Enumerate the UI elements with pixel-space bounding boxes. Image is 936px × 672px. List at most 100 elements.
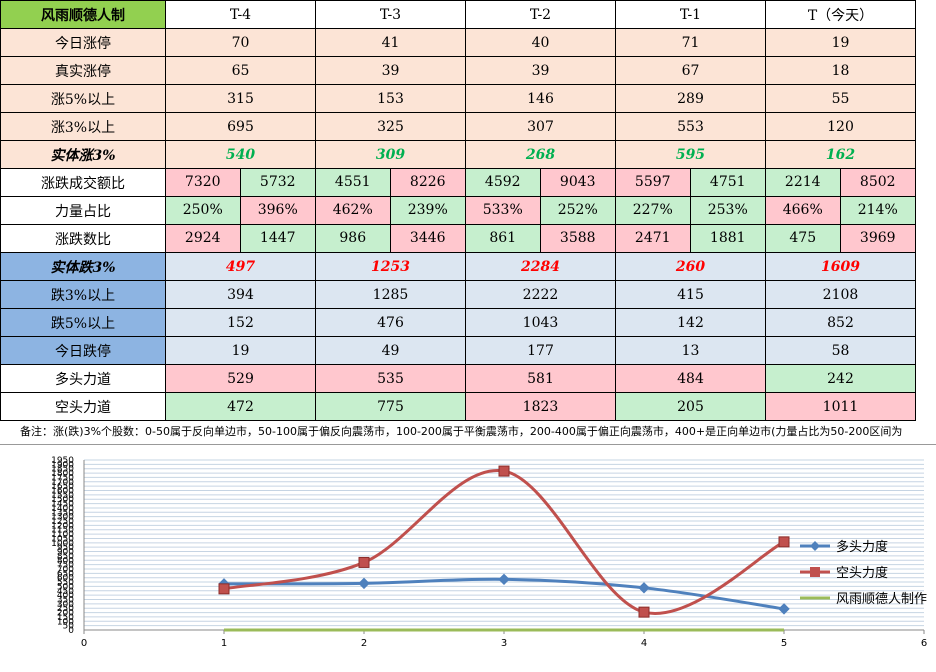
table-cell[interactable]: 4551 8226 (315, 168, 466, 197)
table-cell[interactable]: 2924 1447 (165, 224, 316, 253)
row-label[interactable]: 空头力道 (0, 392, 166, 421)
table-cell[interactable]: 462% 239% (315, 196, 466, 225)
table-cell[interactable]: 162 (765, 140, 916, 169)
cell-value: 986 (316, 225, 391, 252)
table-cell[interactable]: 227% 253% (615, 196, 766, 225)
cell-value: 396% (240, 197, 315, 224)
data-point (358, 556, 370, 568)
row-label[interactable]: 实体跌3% (0, 252, 166, 281)
row-label[interactable]: 真实涨停 (0, 56, 166, 85)
column-header[interactable]: T-4 (165, 0, 316, 29)
table-cell[interactable]: 540 (165, 140, 316, 169)
table-cell[interactable]: 7320 5732 (165, 168, 316, 197)
table-cell[interactable]: 205 (615, 392, 766, 421)
table-cell[interactable]: 475 3969 (765, 224, 916, 253)
table-row: 力量占比 250% 396% 462% 239% 533% 252% 227% 253%… (0, 196, 916, 225)
table-cell[interactable]: 307 (465, 112, 616, 141)
table-cell[interactable]: 177 (465, 336, 616, 365)
table-cell[interactable]: 1011 (765, 392, 916, 421)
y-tick-label: 1100 (51, 530, 74, 540)
table-cell[interactable]: 852 (765, 308, 916, 337)
table-cell[interactable]: 1609 (765, 252, 916, 281)
row-label[interactable]: 实体涨3% (0, 140, 166, 169)
row-label[interactable]: 今日跌停 (0, 336, 166, 365)
table-cell[interactable]: 2214 8502 (765, 168, 916, 197)
table-cell[interactable]: 415 (615, 280, 766, 309)
row-label[interactable]: 跌3%以上 (0, 280, 166, 309)
table-cell[interactable]: 41 (315, 28, 466, 57)
table-cell[interactable]: 153 (315, 84, 466, 113)
row-label[interactable]: 跌5%以上 (0, 308, 166, 337)
table-cell[interactable]: 152 (165, 308, 316, 337)
data-point (638, 606, 650, 618)
table-cell[interactable]: 13 (615, 336, 766, 365)
table-cell[interactable]: 581 (465, 364, 616, 393)
row-label[interactable]: 涨跌数比 (0, 224, 166, 253)
row-label[interactable]: 今日涨停 (0, 28, 166, 57)
table-cell[interactable]: 4592 9043 (465, 168, 616, 197)
table-cell[interactable]: 49 (315, 336, 466, 365)
table-cell[interactable]: 476 (315, 308, 466, 337)
table-cell[interactable]: 39 (465, 56, 616, 85)
row-label[interactable]: 涨3%以上 (0, 112, 166, 141)
table-cell[interactable]: 2471 1881 (615, 224, 766, 253)
table-cell[interactable]: 40 (465, 28, 616, 57)
table-cell[interactable]: 19 (165, 336, 316, 365)
table-cell[interactable]: 484 (615, 364, 766, 393)
y-tick-label: 1200 (51, 521, 74, 531)
table-cell[interactable]: 142 (615, 308, 766, 337)
table-cell[interactable]: 5597 4751 (615, 168, 766, 197)
table-cell[interactable]: 1253 (315, 252, 466, 281)
table-cell[interactable]: 529 (165, 364, 316, 393)
table-cell[interactable]: 120 (765, 112, 916, 141)
y-tick-label: 1500 (51, 495, 74, 505)
table-cell[interactable]: 242 (765, 364, 916, 393)
table-cell[interactable]: 71 (615, 28, 766, 57)
table-cell[interactable]: 65 (165, 56, 316, 85)
table-cell[interactable]: 2284 (465, 252, 616, 281)
table-cell[interactable]: 472 (165, 392, 316, 421)
column-header[interactable]: T-3 (315, 0, 466, 29)
table-cell[interactable]: 1285 (315, 280, 466, 309)
table-cell[interactable]: 861 3588 (465, 224, 616, 253)
table-cell[interactable]: 533% 252% (465, 196, 616, 225)
table-cell[interactable]: 19 (765, 28, 916, 57)
table-cell[interactable]: 70 (165, 28, 316, 57)
table-cell[interactable]: 18 (765, 56, 916, 85)
table-cell[interactable]: 39 (315, 56, 466, 85)
table-cell[interactable]: 1043 (465, 308, 616, 337)
table-cell[interactable]: 268 (465, 140, 616, 169)
table-cell[interactable]: 986 3446 (315, 224, 466, 253)
table-cell[interactable]: 553 (615, 112, 766, 141)
table-cell[interactable]: 2222 (465, 280, 616, 309)
column-header[interactable]: T-2 (465, 0, 616, 29)
table-cell[interactable]: 394 (165, 280, 316, 309)
row-label[interactable]: 涨跌成交额比 (0, 168, 166, 197)
column-header[interactable]: T-1 (615, 0, 766, 29)
row-label[interactable]: 多头力道 (0, 364, 166, 393)
table-cell[interactable]: 1823 (465, 392, 616, 421)
table-cell[interactable]: 289 (615, 84, 766, 113)
table-cell[interactable]: 67 (615, 56, 766, 85)
row-label[interactable]: 力量占比 (0, 196, 166, 225)
table-corner-title[interactable]: 风雨顺德人制 (0, 0, 166, 29)
table-cell[interactable]: 775 (315, 392, 466, 421)
table-cell[interactable]: 146 (465, 84, 616, 113)
table-cell[interactable]: 325 (315, 112, 466, 141)
table-cell[interactable]: 535 (315, 364, 466, 393)
table-cell[interactable]: 250% 396% (165, 196, 316, 225)
table-cell[interactable]: 695 (165, 112, 316, 141)
table-cell[interactable]: 466% 214% (765, 196, 916, 225)
table-cell[interactable]: 595 (615, 140, 766, 169)
table-cell[interactable]: 309 (315, 140, 466, 169)
cell-value: 9043 (540, 169, 615, 196)
market-stats-table: 风雨顺德人制 T-4 T-3 T-2 T-1 T（今天） 今日涨停 70 41 … (0, 0, 916, 421)
table-cell[interactable]: 497 (165, 252, 316, 281)
table-cell[interactable]: 2108 (765, 280, 916, 309)
table-cell[interactable]: 55 (765, 84, 916, 113)
table-cell[interactable]: 315 (165, 84, 316, 113)
table-cell[interactable]: 58 (765, 336, 916, 365)
column-header[interactable]: T（今天） (765, 0, 916, 29)
table-cell[interactable]: 260 (615, 252, 766, 281)
row-label[interactable]: 涨5%以上 (0, 84, 166, 113)
